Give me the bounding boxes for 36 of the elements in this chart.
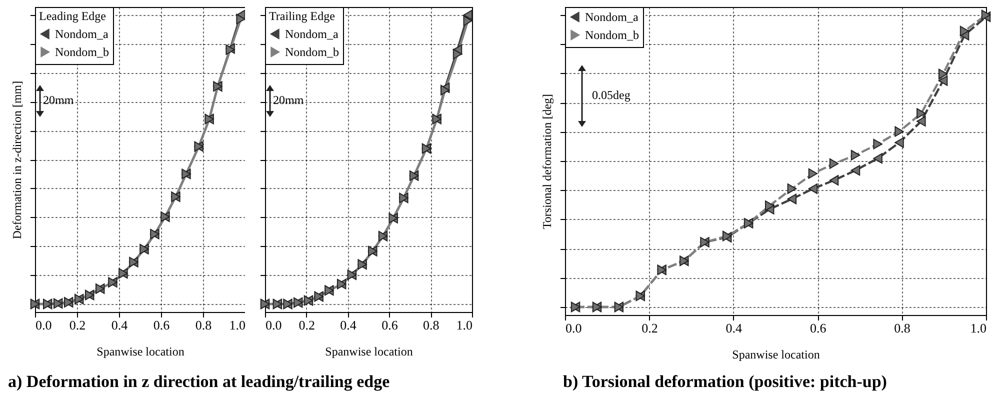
text: a) Deformation in z direction at leading/trailing edge <box>8 372 390 392</box>
x-tick-label: 0.2 <box>69 318 86 332</box>
y-axis-title: Torsional deformation [deg] <box>540 94 554 230</box>
x-tick-label: 0.4 <box>726 320 743 336</box>
x-tick-label: 0.4 <box>340 318 357 332</box>
x-axis-title: Spanwise location <box>732 348 820 362</box>
x-axis-title: Spanwise location <box>325 344 413 358</box>
x-tick-label: 0.6 <box>153 318 170 332</box>
x-tick-label: 0.8 <box>422 318 440 332</box>
x-tick-label: 1.0 <box>229 318 246 332</box>
legend-label: Nondom_a <box>585 10 639 24</box>
y-axis-title: Deformation in z-direction [mm] <box>10 80 24 240</box>
x-tick-label: 0.4 <box>111 318 128 332</box>
x-tick-label: 0.8 <box>195 318 212 332</box>
x-tick-label: 0.8 <box>894 320 910 336</box>
x-tick-label: 0.6 <box>810 320 827 336</box>
x-tick-label: 0.0 <box>36 318 52 332</box>
annotation: 20mm <box>273 93 304 108</box>
legend-label: Nondom_b <box>285 45 339 59</box>
legend-label: Nondom_a <box>55 27 109 41</box>
x-tick-label: 0.0 <box>566 320 582 336</box>
x-tick-label: 1.0 <box>456 318 472 332</box>
x-tick-label: 0.2 <box>642 320 658 336</box>
x-tick-label: 0.2 <box>298 318 316 332</box>
x-axis-title: Spanwise location <box>96 344 184 358</box>
x-tick-label: 1.0 <box>970 320 986 336</box>
annotation: 20mm <box>43 93 74 108</box>
legend-title: Trailing Edge <box>269 9 335 23</box>
legend-label: Nondom_b <box>55 45 109 59</box>
x-tick-label: 0.6 <box>382 318 398 332</box>
x-tick-label: 0.0 <box>266 318 282 332</box>
legend-label: Nondom_b <box>585 28 639 42</box>
legend-title: Leading Edge <box>39 9 106 23</box>
legend-label: Nondom_a <box>285 27 339 41</box>
annotation: 0.05deg <box>592 88 630 103</box>
text: b) Torsional deformation (positive: pitch-up) <box>563 372 887 392</box>
